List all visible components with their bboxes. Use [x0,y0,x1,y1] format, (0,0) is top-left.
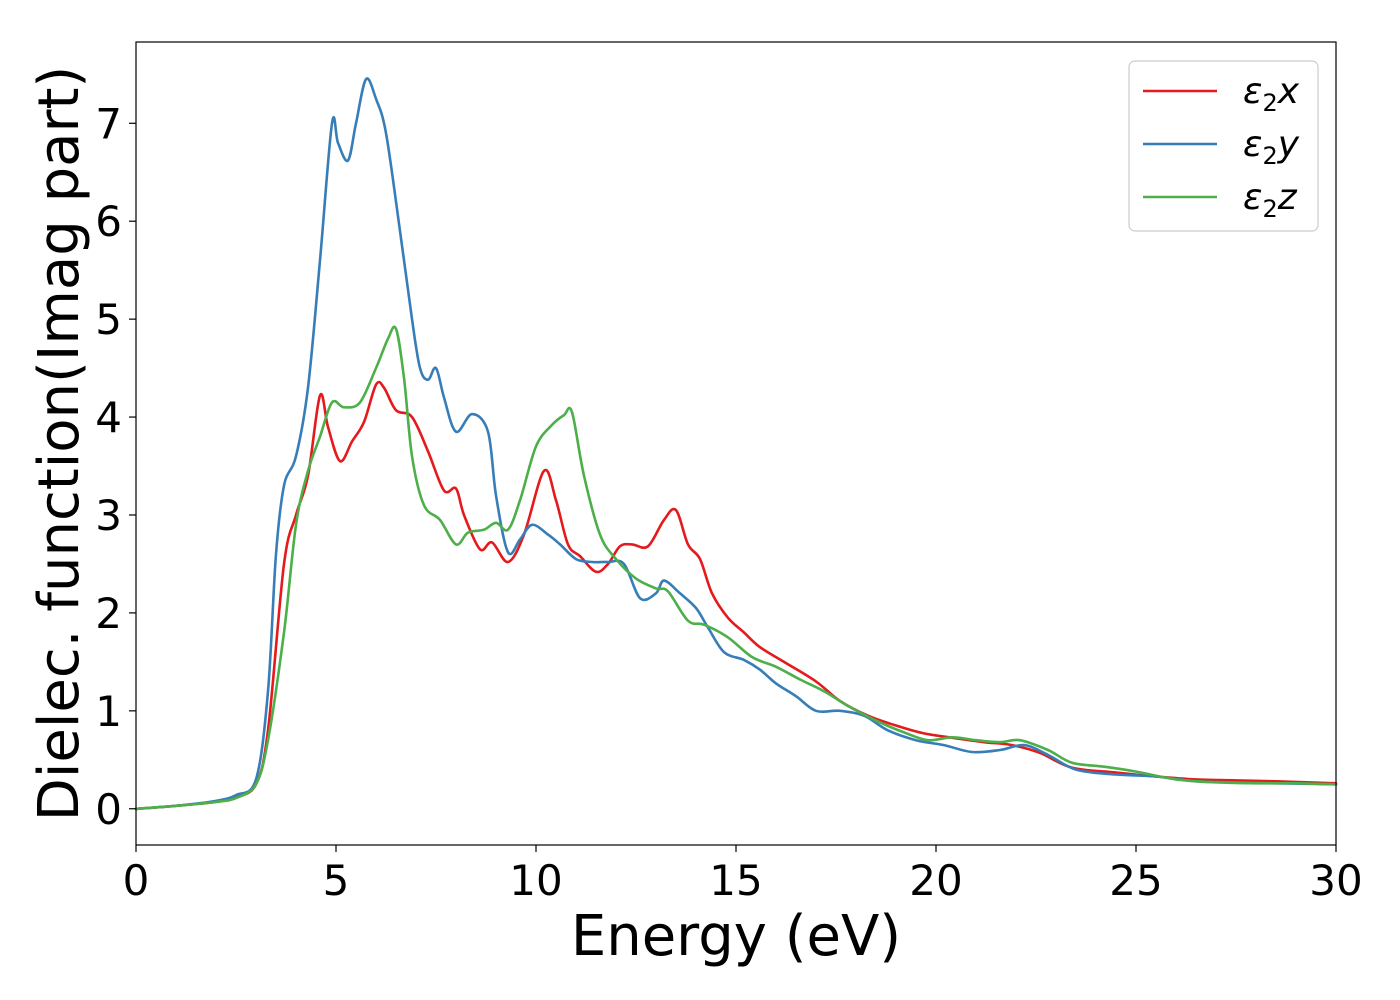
legend-label-base: ε [1243,177,1262,218]
series-line-z [134,325,1338,811]
y-tick-label: 3 [95,491,122,540]
legend-label-base: ε [1243,71,1262,112]
y-tick-label: 1 [95,687,122,736]
x-tick-label: 0 [123,856,150,905]
legend-label-subscript: 2 [1262,195,1277,223]
series-line-y [134,77,1338,811]
legend-label-suffix: x [1277,71,1300,112]
x-axis-title: Energy (eV) [571,904,901,969]
y-axis-title: Dielec. function(Imag part) [27,66,92,822]
legend-label-x: ε2x [1243,71,1300,117]
x-tick-label: 30 [1309,856,1362,905]
y-axis: 0 1 2 3 4 5 6 7 [95,99,136,834]
y-tick-label: 2 [95,589,122,638]
legend-label-z: ε2z [1243,177,1298,223]
x-tick-label: 15 [709,856,762,905]
y-tick-label: 7 [95,99,122,148]
y-tick-label: 5 [95,295,122,344]
y-tick-label: 0 [95,785,122,834]
legend-label-base: ε [1243,124,1262,165]
y-tick-label: 6 [95,197,122,246]
legend-label-subscript: 2 [1262,142,1277,170]
x-tick-label: 20 [909,856,962,905]
x-tick-label: 10 [509,856,562,905]
legend-label-suffix: y [1277,124,1300,165]
x-tick-label: 25 [1109,856,1162,905]
x-tick-label: 5 [323,856,350,905]
x-axis: 0 5 10 15 20 25 30 [123,845,1363,905]
series-layer [134,77,1338,811]
legend-box [1128,60,1319,232]
legend-label-subscript: 2 [1262,89,1277,117]
legend-label-suffix: z [1277,177,1298,218]
y-tick-label: 4 [95,393,122,442]
legend-label-y: ε2y [1243,124,1300,170]
